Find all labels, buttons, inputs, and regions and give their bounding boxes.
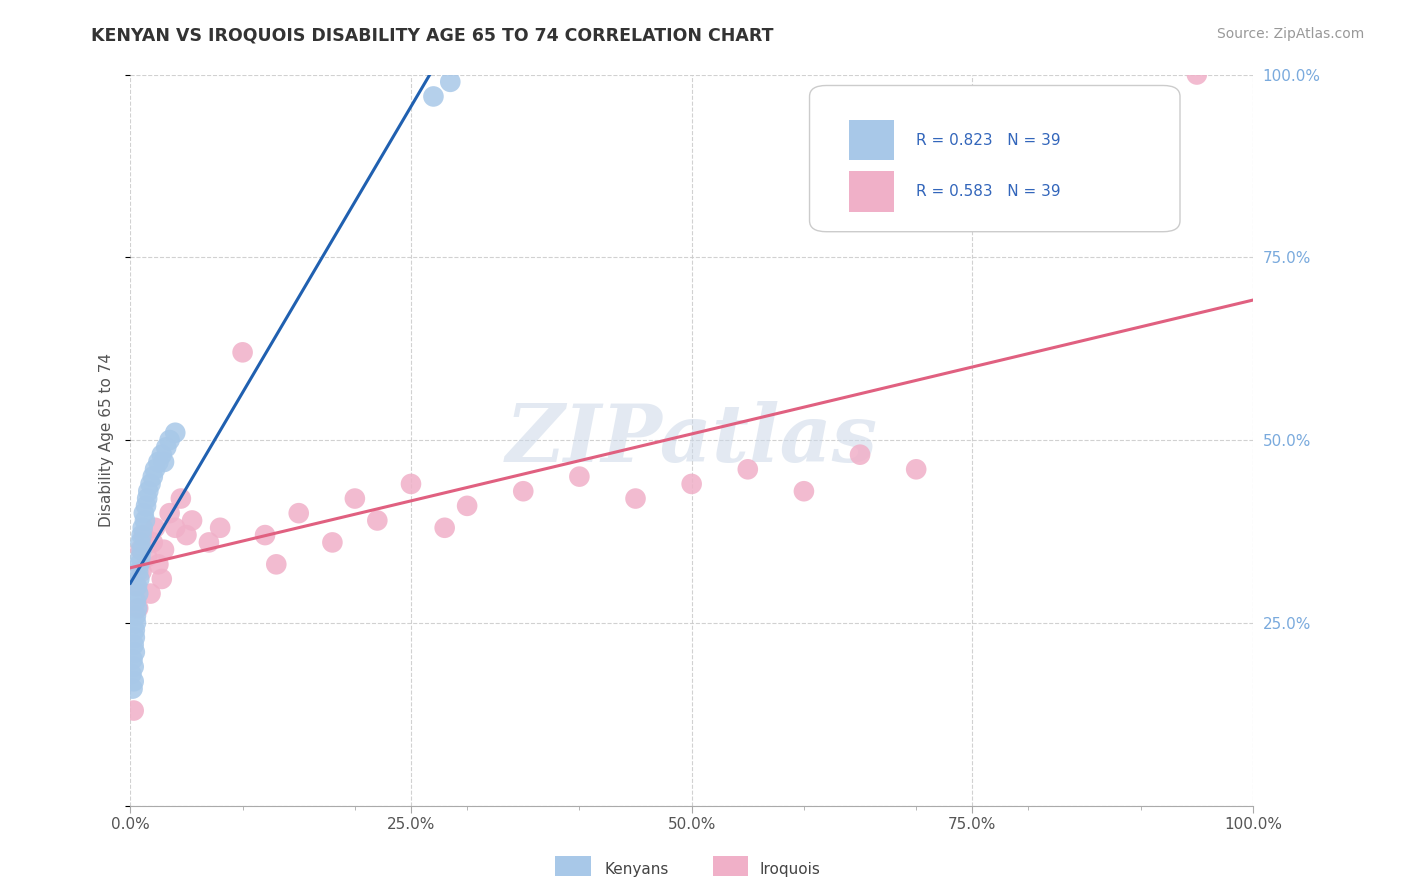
Point — [131, 528, 153, 542]
Point — [737, 462, 759, 476]
Point — [181, 513, 204, 527]
Point — [125, 608, 148, 623]
Point — [125, 601, 148, 615]
Point — [366, 513, 388, 527]
Point — [159, 506, 181, 520]
Point — [681, 477, 703, 491]
Point — [170, 491, 193, 506]
Point — [132, 528, 155, 542]
Text: Source: ZipAtlas.com: Source: ZipAtlas.com — [1216, 27, 1364, 41]
Point — [155, 441, 177, 455]
Text: R = 0.823   N = 39: R = 0.823 N = 39 — [917, 133, 1060, 148]
Point — [131, 542, 153, 557]
Point — [165, 425, 187, 440]
Point — [134, 513, 156, 527]
FancyBboxPatch shape — [555, 856, 591, 876]
Point — [127, 565, 149, 579]
Point — [849, 448, 872, 462]
Point — [121, 681, 143, 696]
Point — [793, 484, 815, 499]
Point — [150, 572, 173, 586]
Point — [139, 477, 162, 491]
FancyBboxPatch shape — [849, 171, 894, 211]
Point — [142, 469, 165, 483]
Text: Iroquois: Iroquois — [759, 863, 820, 877]
Point — [905, 462, 928, 476]
Point — [125, 579, 148, 593]
Point — [143, 521, 166, 535]
Point — [125, 615, 148, 630]
Point — [148, 455, 170, 469]
Point — [568, 469, 591, 483]
Point — [129, 535, 152, 549]
Text: Kenyans: Kenyans — [605, 863, 669, 877]
Point — [153, 455, 176, 469]
Point — [143, 462, 166, 476]
Point — [127, 601, 149, 615]
Point — [321, 535, 343, 549]
Point — [122, 704, 145, 718]
Point — [399, 477, 422, 491]
Point — [120, 667, 142, 681]
Point — [132, 506, 155, 520]
Point — [122, 674, 145, 689]
Point — [128, 558, 150, 572]
Point — [153, 542, 176, 557]
Point — [209, 521, 232, 535]
FancyBboxPatch shape — [713, 856, 748, 876]
Point — [456, 499, 478, 513]
Point — [198, 535, 221, 549]
Point — [125, 594, 148, 608]
Point — [122, 638, 145, 652]
Point — [422, 89, 444, 103]
Point — [165, 521, 187, 535]
Point — [1185, 68, 1208, 82]
Point — [121, 652, 143, 666]
Point — [512, 484, 534, 499]
Point — [287, 506, 309, 520]
Point — [176, 528, 198, 542]
Point — [125, 579, 148, 593]
Point — [136, 491, 159, 506]
Point — [624, 491, 647, 506]
Point — [131, 565, 153, 579]
Point — [439, 75, 461, 89]
Text: ZIPatlas: ZIPatlas — [506, 401, 877, 479]
Point — [343, 491, 366, 506]
Y-axis label: Disability Age 65 to 74: Disability Age 65 to 74 — [100, 353, 114, 527]
Point — [142, 535, 165, 549]
Point — [433, 521, 456, 535]
Point — [129, 542, 152, 557]
Point — [124, 631, 146, 645]
Point — [264, 558, 287, 572]
Point — [129, 549, 152, 564]
Text: R = 0.583   N = 39: R = 0.583 N = 39 — [917, 184, 1060, 199]
Text: KENYAN VS IROQUOIS DISABILITY AGE 65 TO 74 CORRELATION CHART: KENYAN VS IROQUOIS DISABILITY AGE 65 TO … — [91, 27, 773, 45]
Point — [139, 586, 162, 600]
Point — [127, 586, 149, 600]
Point — [131, 521, 153, 535]
Point — [136, 549, 159, 564]
Point — [124, 623, 146, 637]
FancyBboxPatch shape — [810, 86, 1180, 232]
Point — [124, 645, 146, 659]
Point — [148, 558, 170, 572]
FancyBboxPatch shape — [849, 120, 894, 161]
Point — [150, 448, 173, 462]
Point — [135, 499, 157, 513]
Point — [122, 659, 145, 673]
Point — [254, 528, 277, 542]
Point — [136, 484, 159, 499]
Point — [159, 433, 181, 447]
Point — [128, 572, 150, 586]
Point — [232, 345, 254, 359]
